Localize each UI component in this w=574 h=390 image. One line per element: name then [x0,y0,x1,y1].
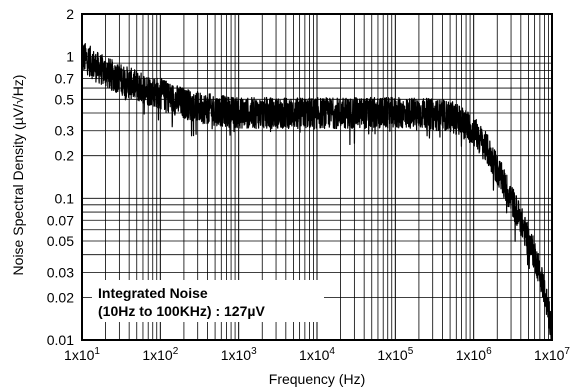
x-tick-label: 1x103 [221,346,257,363]
x-tick-label: 1x105 [377,346,413,363]
x-tick-label: 1x101 [64,346,100,363]
x-axis-title: Frequency (Hz) [269,371,365,387]
annotation-box: Integrated Noise (10Hz to 100KHz) : 127µ… [92,280,324,322]
frame-layer [81,13,553,341]
y-tick-label: 0.03 [47,264,74,280]
y-tick-label: 0.02 [47,289,74,305]
plot-frame [81,13,553,341]
y-tick-label: 0.1 [55,190,75,206]
noise-density-trace [81,42,553,341]
y-tick-label: 2 [66,6,74,22]
annotation-line-1: Integrated Noise [98,285,208,301]
y-tick-label: 0.7 [55,71,75,87]
y-tick-label: 0.2 [55,148,75,164]
annotation-line-2: (10Hz to 100KHz) : 127µV [98,303,265,319]
tick-label-layer: 0.01 0.02 0.03 0.05 0.07 0.1 0.2 0.3 0.5 0.7 1 2 1x1… [47,6,571,363]
y-axis-title: Noise Spectral Density (µV/√Hz) [10,75,26,276]
y-tick-label: 0.5 [55,91,75,107]
x-tick-label: 1x106 [456,346,492,363]
x-tick-label: 1x102 [142,346,178,363]
y-tick-label: 1 [66,49,74,65]
x-tick-label: 1x107 [534,346,570,363]
annotation-background [92,280,324,322]
x-tick-label: 1x104 [299,346,335,363]
y-tick-label: 0.07 [47,212,74,228]
y-tick-label: 0.05 [47,233,74,249]
series-layer [81,42,553,341]
y-tick-label: 0.3 [55,123,75,139]
y-tick-label: 0.01 [47,332,74,348]
